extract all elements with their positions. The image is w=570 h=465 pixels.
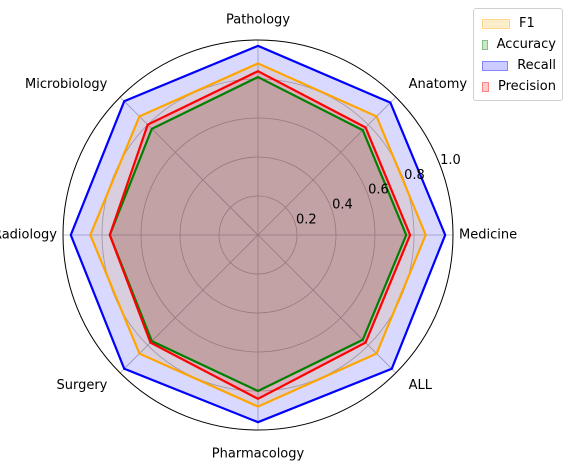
series-area-accuracy — [109, 77, 407, 392]
series-area-precision — [109, 71, 411, 399]
legend-label-f1: F1 — [519, 16, 535, 31]
legend-swatch-precision — [482, 81, 489, 92]
series-line-recall — [69, 44, 447, 424]
r-tick-label: 0.4 — [332, 198, 353, 213]
category-label-anatomy: Anatomy — [409, 77, 468, 92]
category-label-microbiology: Microbiology — [25, 77, 108, 92]
grid-spoke — [257, 234, 397, 374]
category-label-all: ALL — [409, 378, 433, 393]
series-area-recall — [70, 45, 446, 423]
legend-label-accuracy: Accuracy — [496, 37, 556, 52]
legend-item-recall: Recall — [482, 55, 556, 76]
legend-swatch-f1 — [482, 18, 510, 29]
category-label-radiology: Radiology — [0, 228, 57, 243]
category-label-medicine: Medicine — [459, 228, 517, 243]
grid-spoke — [119, 234, 259, 374]
series-line-f1 — [89, 62, 427, 408]
category-label-pathology: Pathology — [226, 13, 290, 28]
category-label-pharmacology: Pharmacology — [212, 447, 305, 462]
legend-label-precision: Precision — [497, 79, 556, 94]
r-tick-label: 0.2 — [296, 213, 317, 228]
legend-item-precision: Precision — [482, 76, 556, 97]
r-tick-label: 0.8 — [404, 168, 425, 183]
legend: F1 Accuracy Recall Precision — [473, 8, 563, 101]
category-label-surgery: Surgery — [56, 378, 107, 393]
series-line-precision — [108, 69, 412, 401]
outer-frame — [62, 39, 454, 431]
grid-spoke — [119, 96, 259, 236]
r-tick-label: 1.0 — [440, 153, 461, 168]
legend-swatch-accuracy — [482, 39, 488, 50]
legend-item-accuracy: Accuracy — [482, 34, 556, 55]
r-tick-label: 0.6 — [368, 183, 389, 198]
legend-item-f1: F1 — [482, 13, 556, 34]
grid-spoke — [257, 96, 397, 236]
legend-label-recall: Recall — [517, 58, 556, 73]
series-area-f1 — [90, 63, 426, 407]
legend-swatch-recall — [482, 60, 509, 71]
